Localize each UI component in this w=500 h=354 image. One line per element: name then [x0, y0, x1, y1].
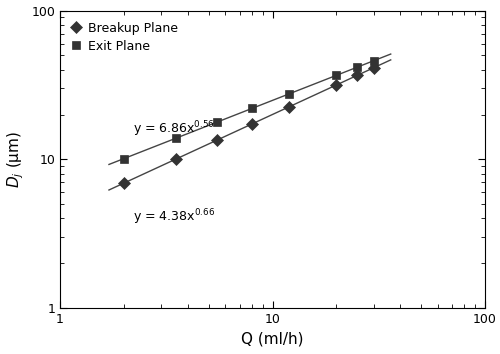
Breakup Plane	[334, 83, 340, 87]
Exit Plane	[121, 156, 127, 161]
Exit Plane	[214, 120, 220, 124]
Exit Plane	[371, 58, 377, 63]
Exit Plane	[354, 65, 360, 69]
Breakup Plane	[371, 65, 377, 70]
Breakup Plane	[121, 181, 127, 185]
Breakup Plane	[286, 104, 292, 109]
Exit Plane	[249, 106, 255, 110]
Breakup Plane	[214, 138, 220, 142]
Exit Plane	[172, 136, 178, 141]
Exit Plane	[334, 73, 340, 78]
X-axis label: Q (ml/h): Q (ml/h)	[241, 331, 304, 347]
Exit Plane	[286, 92, 292, 96]
Y-axis label: $D_j$ (μm): $D_j$ (μm)	[5, 131, 25, 188]
Breakup Plane	[354, 73, 360, 78]
Legend: Breakup Plane, Exit Plane: Breakup Plane, Exit Plane	[66, 17, 182, 58]
Text: y = 4.38x$^{0.66}$: y = 4.38x$^{0.66}$	[133, 208, 215, 228]
Breakup Plane	[249, 122, 255, 126]
Breakup Plane	[172, 157, 178, 161]
Line: Breakup Plane: Breakup Plane	[120, 63, 378, 187]
Line: Exit Plane: Exit Plane	[120, 57, 378, 163]
Text: y = 6.86x$^{0.56}$: y = 6.86x$^{0.56}$	[133, 119, 214, 139]
